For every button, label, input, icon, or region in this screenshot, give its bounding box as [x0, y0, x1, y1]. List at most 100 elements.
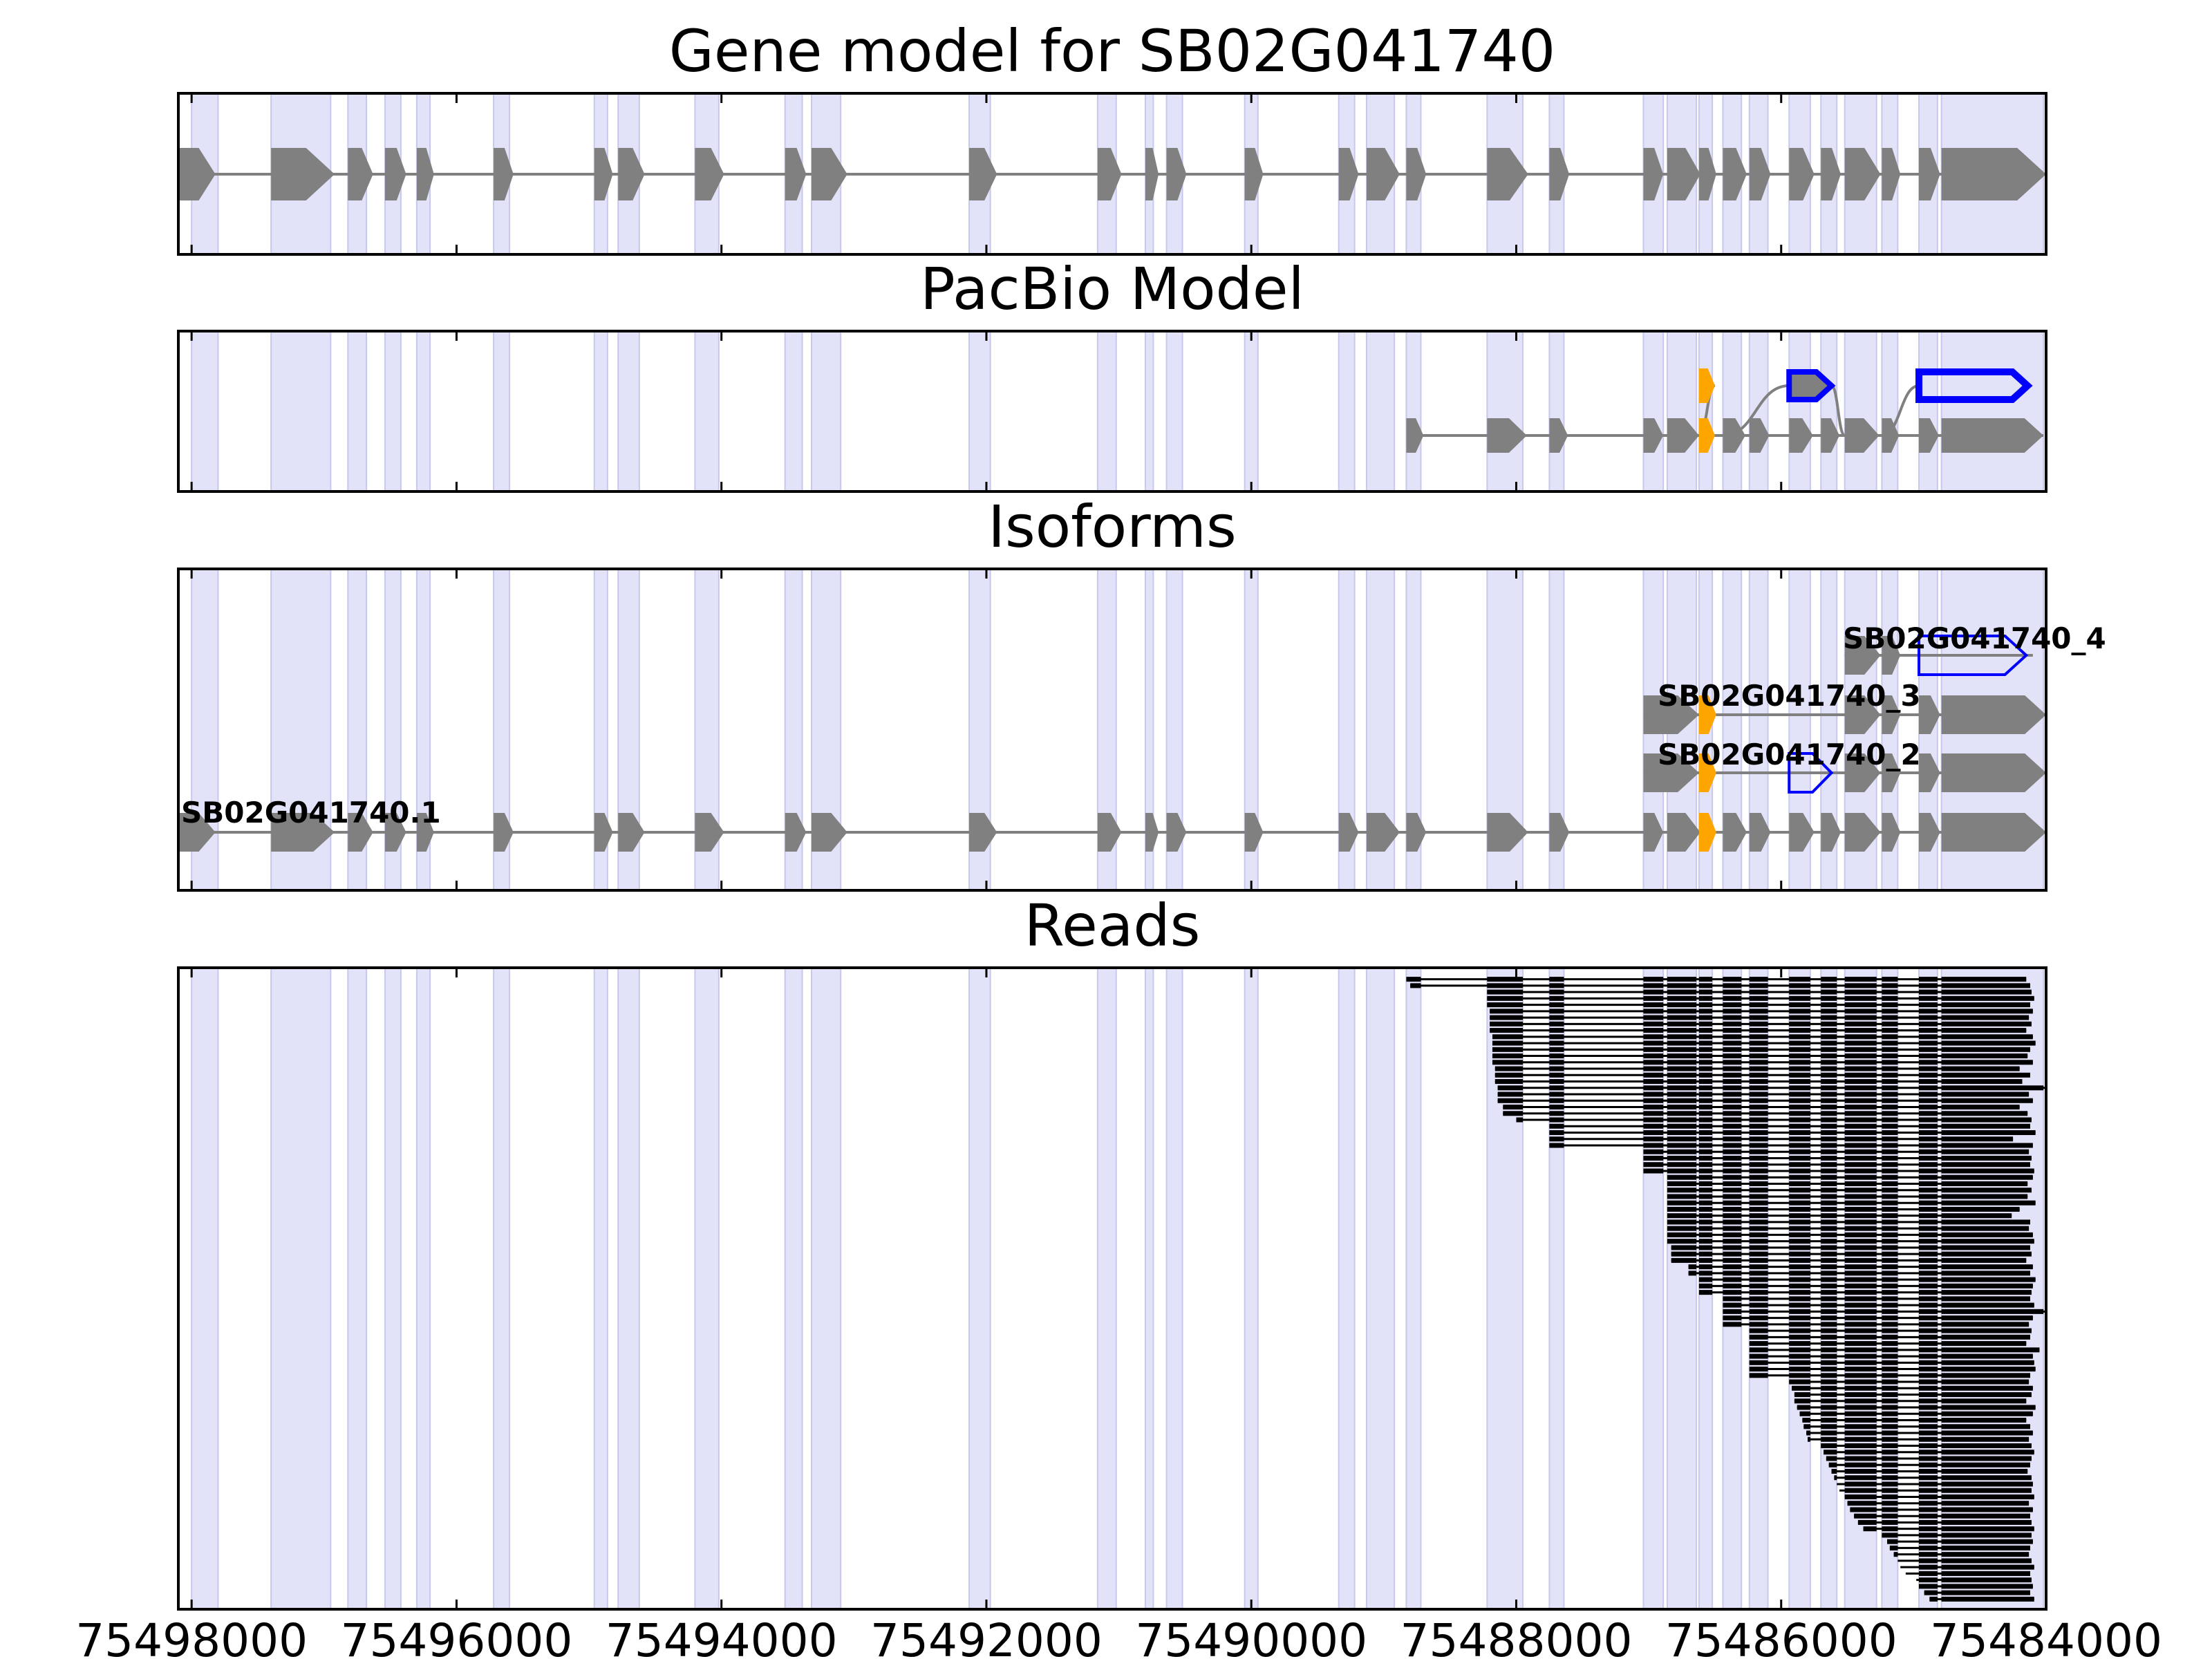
read: [1494, 1066, 2020, 1071]
read-block: [1749, 1123, 1768, 1129]
read-block: [1844, 1360, 1877, 1365]
read-block: [1821, 1443, 1837, 1449]
read-block: [1882, 1405, 1898, 1410]
read-block: [1799, 1411, 1810, 1416]
read-block: [1698, 983, 1713, 988]
read-block: [1797, 1405, 1810, 1410]
read-block: [1749, 1111, 1768, 1116]
read-block: [1821, 1226, 1837, 1231]
read-block: [1749, 1194, 1768, 1199]
read-block: [1882, 1430, 1898, 1436]
exon: [1844, 813, 1881, 852]
read-block: [1882, 1456, 1898, 1461]
exon: [1643, 695, 1699, 734]
read-block: [1941, 1143, 2033, 1148]
read-block: [1671, 1245, 1697, 1250]
read-block: [1844, 1060, 1877, 1065]
read-block: [1789, 1098, 1810, 1103]
exon-shade-band: [1918, 330, 1938, 492]
read-block: [1821, 1079, 1837, 1085]
read-block: [1723, 1028, 1742, 1033]
read: [1698, 1290, 2032, 1295]
read-block: [1941, 1353, 2033, 1359]
read-block: [1919, 1584, 1938, 1589]
read-block: [1723, 989, 1742, 995]
read-block: [1919, 1577, 1938, 1583]
read-block: [1919, 1149, 1938, 1154]
read: [1828, 1462, 2031, 1468]
read-block: [1789, 1143, 1810, 1148]
read-block: [1941, 1450, 2034, 1455]
read-block: [1919, 1053, 1938, 1059]
read-block: [1844, 1085, 1877, 1091]
isoform-label: SB02G041740_2: [1658, 738, 1921, 771]
read-block: [1549, 1028, 1564, 1033]
exon: [1166, 813, 1187, 852]
read-block: [1919, 1571, 1938, 1576]
read-block: [1882, 1085, 1898, 1091]
panel-title-reads: Reads: [1024, 892, 1201, 959]
read-block: [1821, 1162, 1837, 1168]
read-block: [1919, 1251, 1938, 1257]
read-block: [1941, 1130, 2036, 1136]
read-block: [1789, 1341, 1810, 1347]
read-block: [1723, 1111, 1742, 1116]
read-block: [1667, 1040, 1697, 1046]
read-block: [1643, 1021, 1664, 1027]
read-block: [1643, 1105, 1664, 1110]
read-block: [1941, 1347, 2040, 1353]
read-block: [1919, 1373, 1938, 1378]
read-block: [1828, 1462, 1837, 1468]
exon-shade-band: [191, 967, 219, 1610]
read-block: [1667, 1066, 1697, 1071]
read-block: [1919, 1507, 1938, 1512]
exon-shade-band: [1405, 330, 1422, 492]
read-block: [1941, 1430, 2033, 1436]
read: [1490, 1021, 2032, 1027]
exon: [1941, 753, 2046, 792]
read-block: [1941, 1596, 2034, 1602]
read-block: [1749, 1239, 1768, 1244]
read: [1723, 1296, 2031, 1302]
read-block: [1821, 1328, 1837, 1333]
read: [1667, 1219, 2031, 1225]
read-block: [1723, 1009, 1742, 1014]
read-block: [1863, 1526, 1877, 1532]
read-block: [1821, 1200, 1837, 1206]
read-block: [1821, 1015, 1837, 1020]
read: [1549, 1136, 2014, 1142]
read-block: [1749, 1181, 1768, 1186]
read: [1497, 1098, 2033, 1103]
read-block: [1789, 1283, 1810, 1288]
read-block: [1723, 995, 1742, 1001]
read: [1749, 1373, 2031, 1378]
read-block: [1643, 983, 1664, 988]
read-block: [1803, 1424, 1810, 1430]
read-block: [1643, 1028, 1664, 1033]
read-block: [1667, 1168, 1697, 1174]
read-block: [1882, 1149, 1898, 1154]
read-block: [1723, 1181, 1742, 1186]
read-block: [1549, 1111, 1564, 1116]
read-block: [1919, 1117, 1938, 1123]
x-axis: 75498000 75496000 75494000 75492000 75490000…: [75, 1614, 2162, 1659]
read-block: [1698, 1251, 1713, 1257]
read-block: [1821, 1219, 1837, 1225]
read-block: [1821, 1315, 1837, 1321]
read-block: [1643, 995, 1664, 1001]
read-block: [1549, 989, 1564, 995]
read-block: [1941, 1571, 2031, 1576]
read-block: [1821, 1181, 1837, 1186]
read-block: [1821, 1085, 1837, 1091]
read-block: [1723, 1174, 1742, 1180]
read-block: [1941, 1577, 2032, 1583]
read-block: [1844, 1188, 1877, 1193]
read-block: [1698, 1271, 1713, 1276]
read-block: [1941, 1385, 2033, 1391]
read-block: [1749, 1143, 1768, 1148]
read-block: [1698, 1072, 1713, 1078]
read-block: [1941, 1418, 2027, 1423]
read-block: [1941, 1443, 2032, 1449]
read-block: [1919, 1034, 1938, 1040]
read-block: [1882, 1200, 1898, 1206]
